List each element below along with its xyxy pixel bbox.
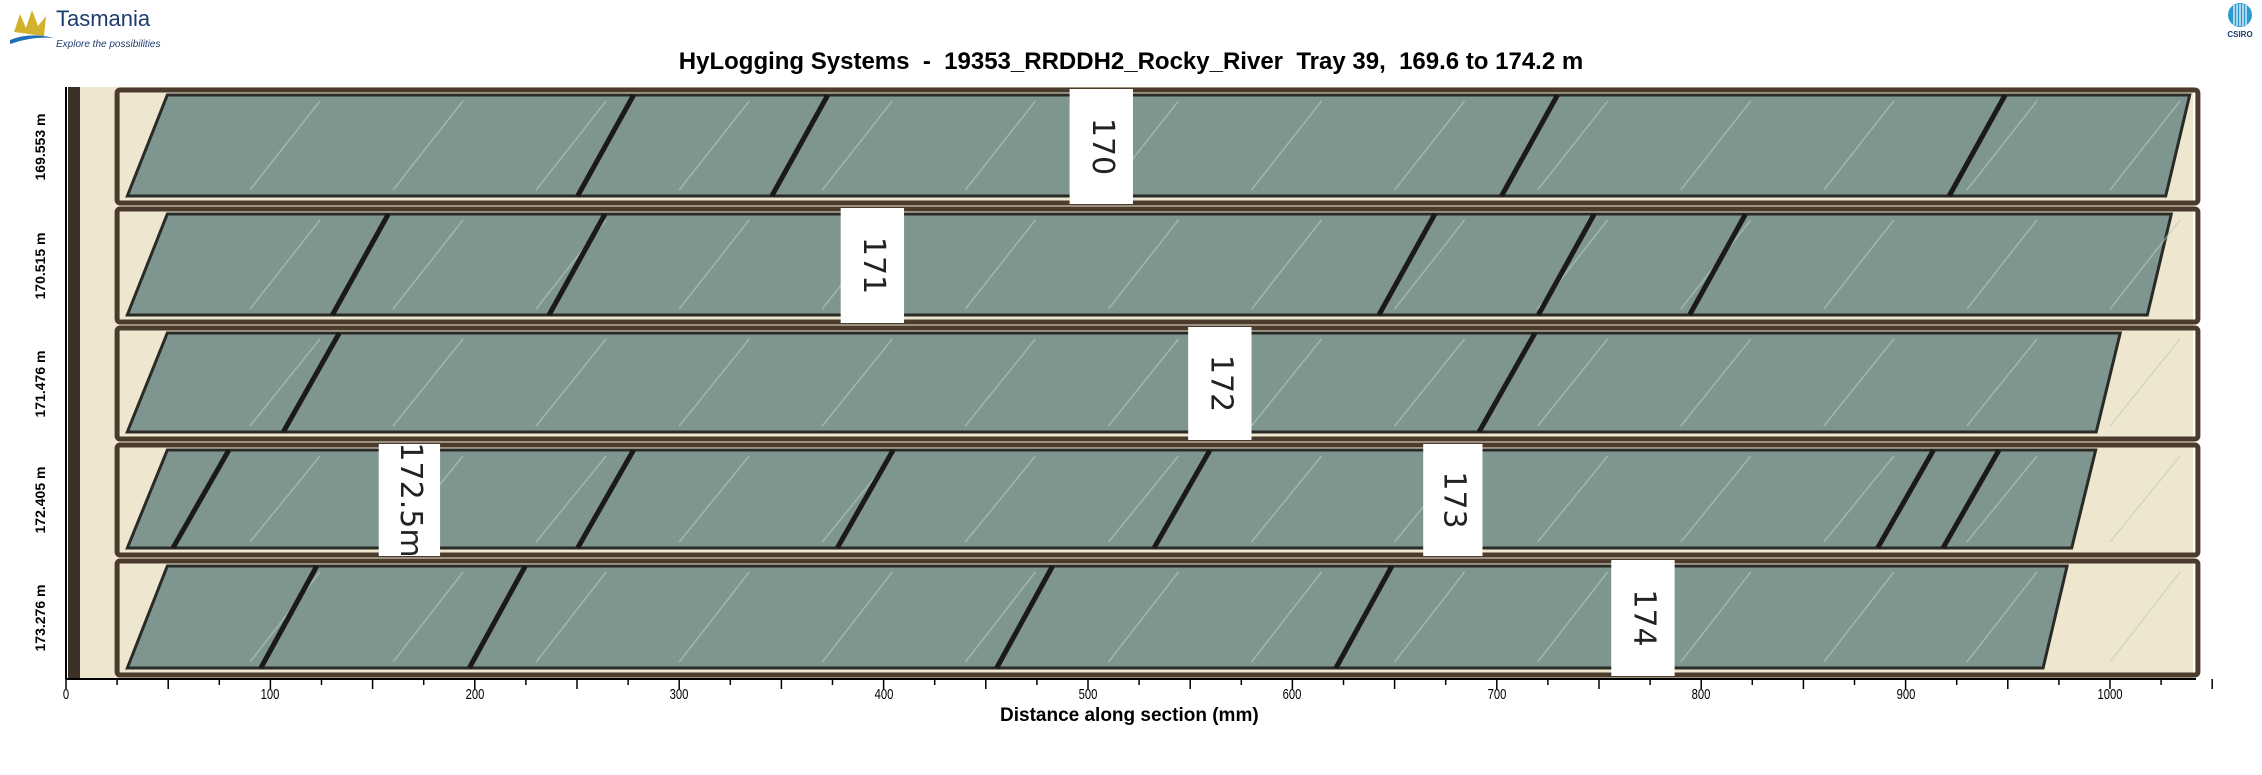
core-row: 174 [114, 558, 2201, 678]
depth-marker-block [840, 208, 905, 323]
x-tick-label: 900 [1896, 686, 1915, 703]
core-piece [125, 564, 2069, 670]
core-row: 172.5m 173 [114, 442, 2201, 558]
core-fracture [1940, 448, 2002, 550]
x-tick-label: 200 [465, 686, 485, 703]
core-fracture [835, 448, 896, 550]
row-depth-label: 172.405 m [32, 466, 48, 534]
core-row: 170 [114, 87, 2201, 206]
depth-marker-block [1069, 89, 1133, 204]
x-tick-label: 800 [1691, 686, 1711, 703]
depth-marker-block [378, 444, 441, 556]
x-tick-label: 600 [1283, 686, 1302, 703]
core-fracture [1333, 564, 1395, 670]
core-fracture [170, 448, 232, 550]
x-tick-label: 700 [1487, 686, 1507, 703]
core-fracture [994, 564, 1055, 670]
depth-marker-block [1611, 560, 1675, 676]
row-depth-label: 171.476 m [32, 350, 48, 417]
row-depth-label: 169.553 m [32, 113, 48, 180]
depth-marker-label: 173 [1436, 471, 1471, 528]
core-fracture [1536, 212, 1597, 317]
core-fracture [1476, 331, 1538, 434]
csiro-logo: CSIRO [2222, 2, 2258, 42]
depth-marker-block [1423, 444, 1483, 556]
core-piece [125, 331, 2123, 434]
x-tick-label: 0 [62, 686, 70, 703]
core-fracture [1946, 93, 2008, 198]
csiro-logo-text: CSIRO [2227, 30, 2253, 39]
tasmania-logo-name: Tasmania [56, 6, 151, 31]
depth-marker-block [1188, 327, 1252, 440]
x-tick-label: 400 [874, 686, 893, 703]
core-fracture [1875, 448, 1936, 550]
page-title: HyLogging Systems - 19353_RRDDH2_Rocky_R… [678, 48, 1584, 75]
core-fracture [575, 93, 636, 198]
tasmania-logo-tagline: Explore the possibilities [56, 39, 161, 50]
core-fracture [546, 212, 608, 317]
row-depth-label: 170.515 m [32, 232, 48, 299]
csiro-logo-icon [2228, 3, 2252, 27]
core-fracture [575, 448, 636, 550]
core-fracture [330, 212, 391, 317]
x-axis-label: Distance along section (mm) [1000, 705, 1259, 726]
depth-marker-label: 171 [856, 237, 891, 294]
core-piece [125, 93, 2192, 198]
depth-marker-label: 172.5m [393, 442, 428, 557]
x-tick-label: 100 [261, 686, 280, 703]
tray-left-edge [68, 87, 80, 678]
core-row: 171 [114, 206, 2201, 325]
tasmania-logo: Tasmania Explore the possibilities [10, 2, 170, 56]
core-fracture [281, 331, 342, 434]
row-depth-label: 173.276 m [32, 584, 48, 652]
core-fracture [258, 564, 319, 670]
tasmania-logo-icon [10, 10, 54, 44]
core-fracture [1687, 212, 1748, 317]
core-row: 172 [114, 325, 2201, 442]
core-fracture [467, 564, 528, 670]
depth-marker-label: 174 [1626, 589, 1661, 646]
core-fracture [1499, 93, 1560, 198]
core-fracture [1376, 212, 1438, 317]
core-fracture [1151, 448, 1213, 550]
x-tick-label: 500 [1078, 686, 1098, 703]
core-piece [125, 212, 2174, 317]
depth-marker-label: 172 [1203, 355, 1238, 412]
core-fracture [769, 93, 830, 198]
depth-marker-label: 170 [1085, 118, 1120, 175]
x-tick-label: 1000 [2097, 686, 2123, 703]
x-tick-label: 300 [669, 686, 689, 703]
